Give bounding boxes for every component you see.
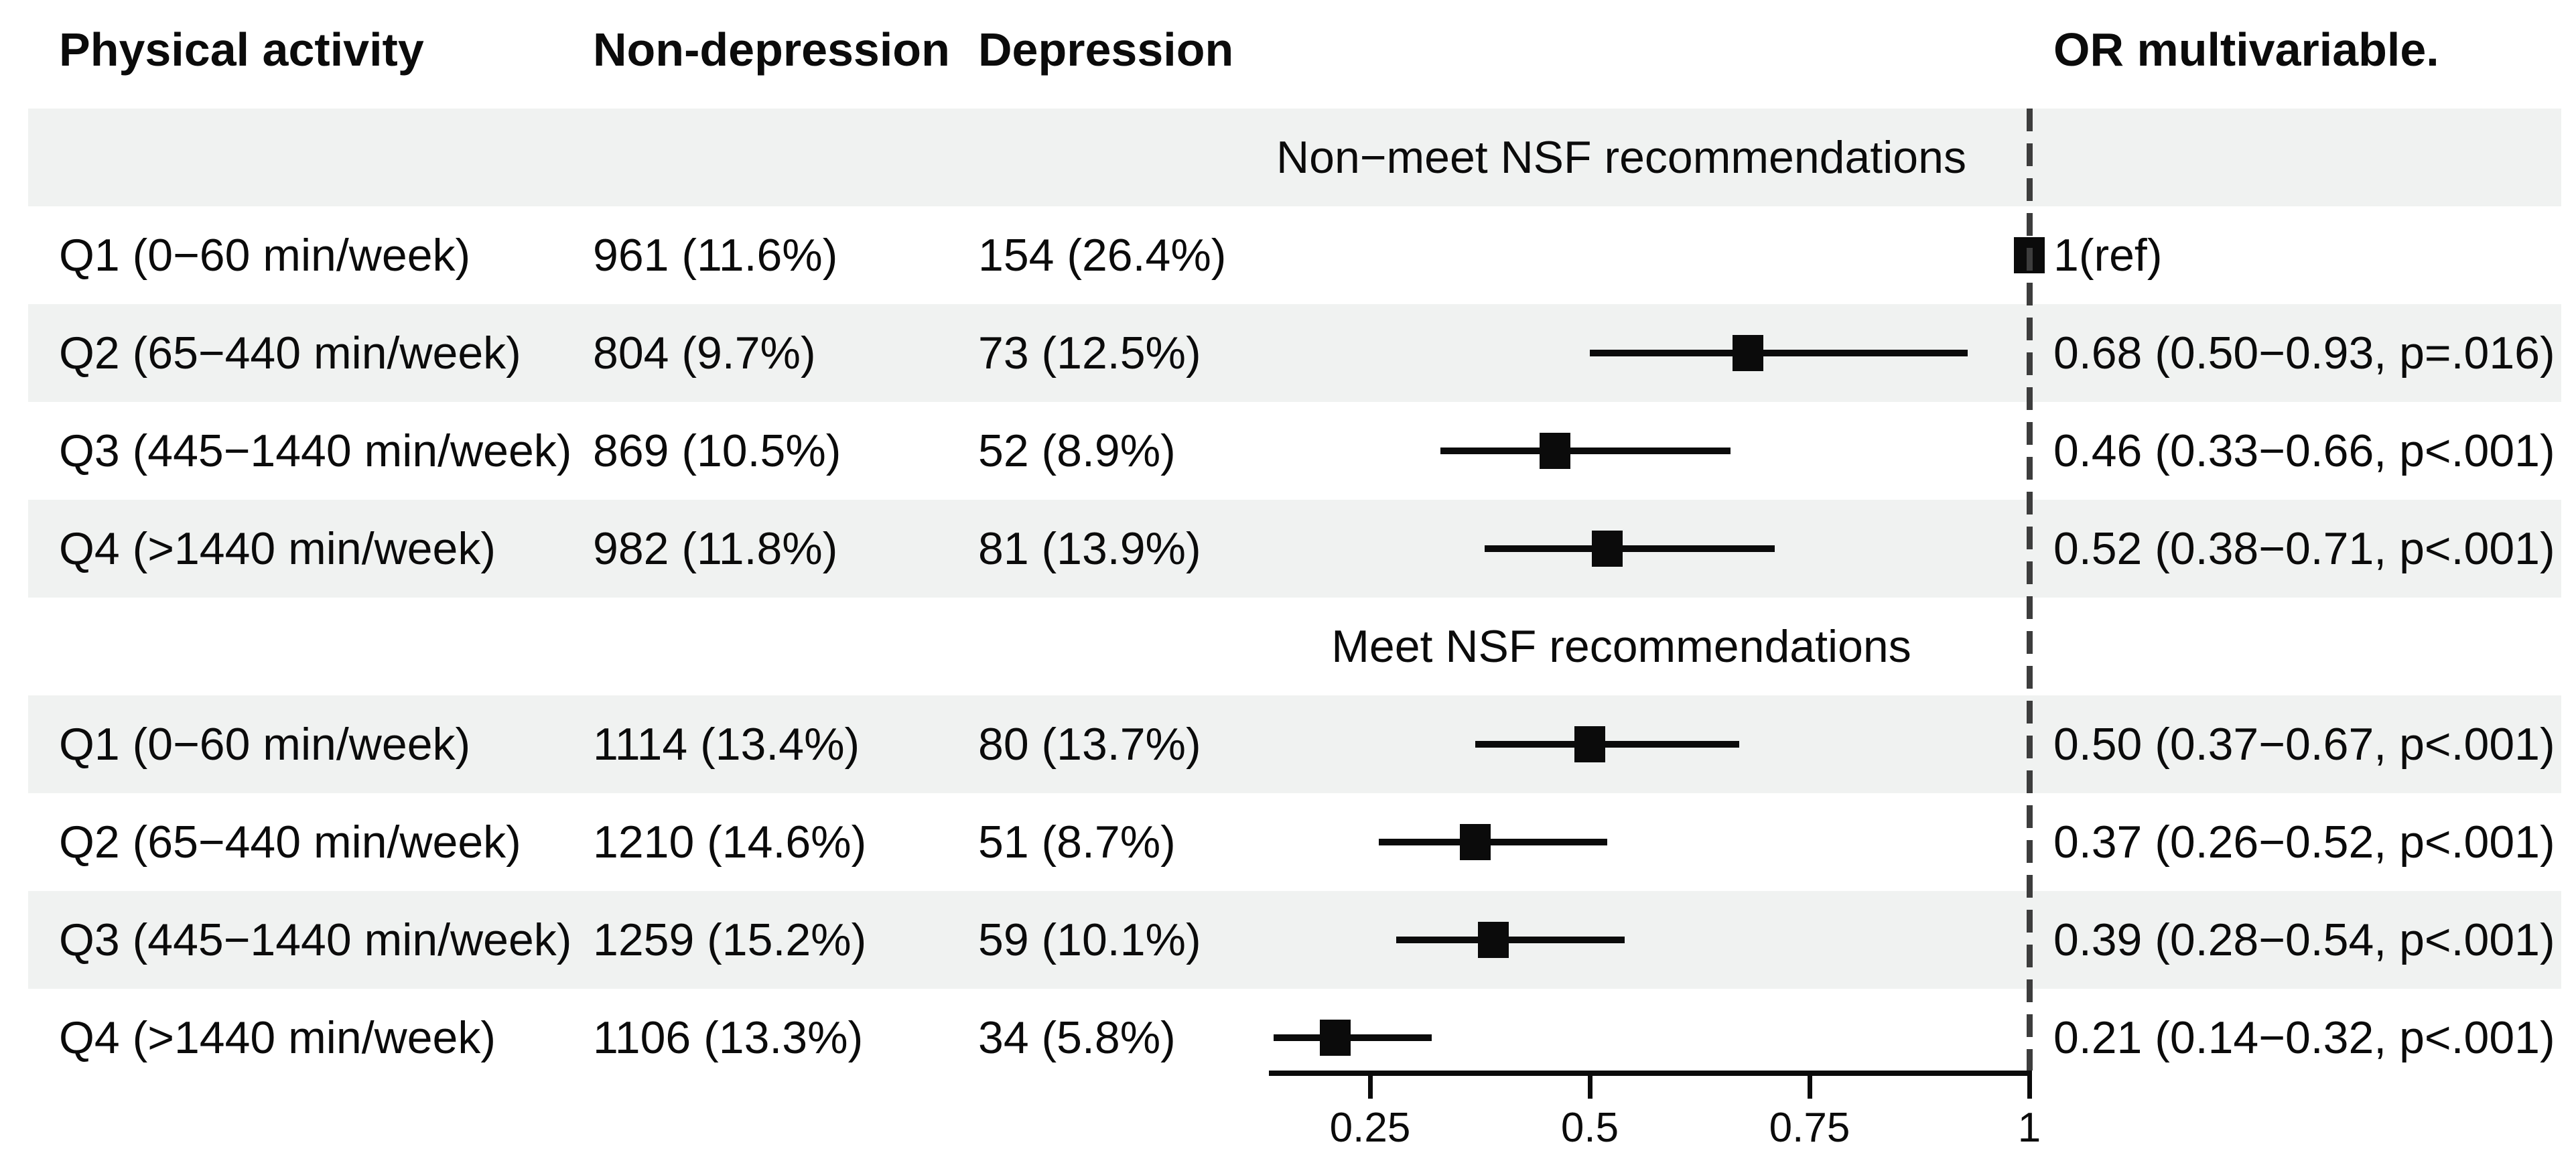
depression-value: 80 (13.7%) xyxy=(978,719,1201,770)
or-point-square xyxy=(1460,824,1491,860)
row-label: Q1 (0−60 min/week) xyxy=(59,230,471,281)
data-row: Q3 (445−1440 min/week) 1259 (15.2%) 59 (10… xyxy=(0,891,2576,989)
depression-value: 51 (8.7%) xyxy=(978,817,1176,868)
row-stripe xyxy=(28,304,2561,402)
or-value: 0.68 (0.50−0.93, p=.016) xyxy=(2053,328,2555,379)
data-row: Q2 (65−440 min/week) 804 (9.7%) 73 (12.5%)… xyxy=(0,304,2576,402)
column-header-non-depression: Non-depression xyxy=(593,23,950,76)
reference-line xyxy=(2027,109,2033,1071)
x-axis-tick-label: 0.25 xyxy=(1329,1105,1411,1151)
non-depression-value: 961 (11.6%) xyxy=(593,230,838,281)
row-stripe xyxy=(28,109,2561,206)
data-row: Q4 (>1440 min/week) 982 (11.8%) 81 (13.9%)… xyxy=(0,500,2576,598)
non-depression-value: 1259 (15.2%) xyxy=(593,914,867,965)
or-value: 0.46 (0.33−0.66, p<.001) xyxy=(2053,425,2555,476)
row-stripe xyxy=(28,598,2561,695)
ci-line xyxy=(1379,839,1608,845)
or-value: 0.39 (0.28−0.54, p<.001) xyxy=(2053,914,2555,965)
ci-line xyxy=(1475,741,1740,748)
row-label: Q3 (445−1440 min/week) xyxy=(59,914,572,965)
section-title: Non−meet NSF recommendations xyxy=(1276,132,1966,183)
column-header-depression: Depression xyxy=(978,23,1234,76)
depression-value: 34 (5.8%) xyxy=(978,1012,1176,1063)
x-axis-line xyxy=(1269,1071,2032,1076)
row-stripe xyxy=(28,891,2561,989)
or-point-square xyxy=(1319,1020,1351,1056)
non-depression-value: 804 (9.7%) xyxy=(593,328,816,379)
section-band: Meet NSF recommendations xyxy=(0,598,2576,695)
column-header-physical-activity: Physical activity xyxy=(59,23,424,76)
depression-value: 73 (12.5%) xyxy=(978,328,1201,379)
data-row: Q2 (65−440 min/week) 1210 (14.6%) 51 (8.7%… xyxy=(0,793,2576,891)
non-depression-value: 982 (11.8%) xyxy=(593,523,838,574)
x-axis-tick-label: 0.75 xyxy=(1769,1105,1850,1151)
non-depression-value: 1106 (13.3%) xyxy=(593,1012,864,1063)
column-header-or-multivariable: OR multivariable. xyxy=(2053,23,2439,76)
row-label: Q2 (65−440 min/week) xyxy=(59,328,521,379)
or-value: 0.50 (0.37−0.67, p<.001) xyxy=(2053,719,2555,770)
or-point-square xyxy=(1592,531,1623,567)
non-depression-value: 869 (10.5%) xyxy=(593,425,841,476)
section-title: Meet NSF recommendations xyxy=(1331,621,1911,672)
or-point-square xyxy=(1733,335,1764,371)
forest-plot-rows: Non−meet NSF recommendations Q1 (0−60 min… xyxy=(0,109,2576,1087)
ci-line xyxy=(1590,350,1968,356)
section-band: Non−meet NSF recommendations xyxy=(0,109,2576,206)
x-axis-tick xyxy=(1808,1076,1812,1099)
row-label: Q3 (445−1440 min/week) xyxy=(59,425,572,476)
x-axis-tick xyxy=(1588,1076,1592,1099)
or-value: 0.52 (0.38−0.71, p<.001) xyxy=(2053,523,2555,574)
ci-line xyxy=(1440,448,1731,454)
or-value: 0.21 (0.14−0.32, p<.001) xyxy=(2053,1012,2555,1063)
data-row: Q4 (>1440 min/week) 1106 (13.3%) 34 (5.8%)… xyxy=(0,989,2576,1087)
row-stripe xyxy=(28,695,2561,793)
ci-line xyxy=(1396,937,1625,943)
or-value: 1(ref) xyxy=(2053,230,2163,281)
non-depression-value: 1210 (14.6%) xyxy=(593,817,867,868)
row-label: Q4 (>1440 min/week) xyxy=(59,1012,496,1063)
row-label: Q2 (65−440 min/week) xyxy=(59,817,521,868)
or-point-square xyxy=(1574,726,1605,762)
x-axis-tick xyxy=(2027,1076,2032,1099)
or-point-square xyxy=(1477,922,1509,958)
depression-value: 81 (13.9%) xyxy=(978,523,1201,574)
depression-value: 52 (8.9%) xyxy=(978,425,1176,476)
ci-line xyxy=(1273,1034,1432,1041)
data-row: Q3 (445−1440 min/week) 869 (10.5%) 52 (8.9… xyxy=(0,402,2576,500)
non-depression-value: 1114 (13.4%) xyxy=(593,719,860,770)
row-label: Q4 (>1440 min/week) xyxy=(59,523,496,574)
x-axis-tick xyxy=(1368,1076,1373,1099)
x-axis-tick-label: 1 xyxy=(2017,1105,2041,1151)
x-axis-tick-label: 0.5 xyxy=(1560,1105,1619,1151)
depression-value: 59 (10.1%) xyxy=(978,914,1201,965)
ci-line xyxy=(1484,545,1775,552)
row-stripe xyxy=(28,500,2561,598)
row-label: Q1 (0−60 min/week) xyxy=(59,719,471,770)
data-row: Q1 (0−60 min/week) 1114 (13.4%) 80 (13.7%)… xyxy=(0,695,2576,793)
or-point-square xyxy=(1539,433,1570,469)
data-row: Q1 (0−60 min/week) 961 (11.6%) 154 (26.4%)… xyxy=(0,206,2576,304)
depression-value: 154 (26.4%) xyxy=(978,230,1227,281)
or-value: 0.37 (0.26−0.52, p<.001) xyxy=(2053,817,2555,868)
